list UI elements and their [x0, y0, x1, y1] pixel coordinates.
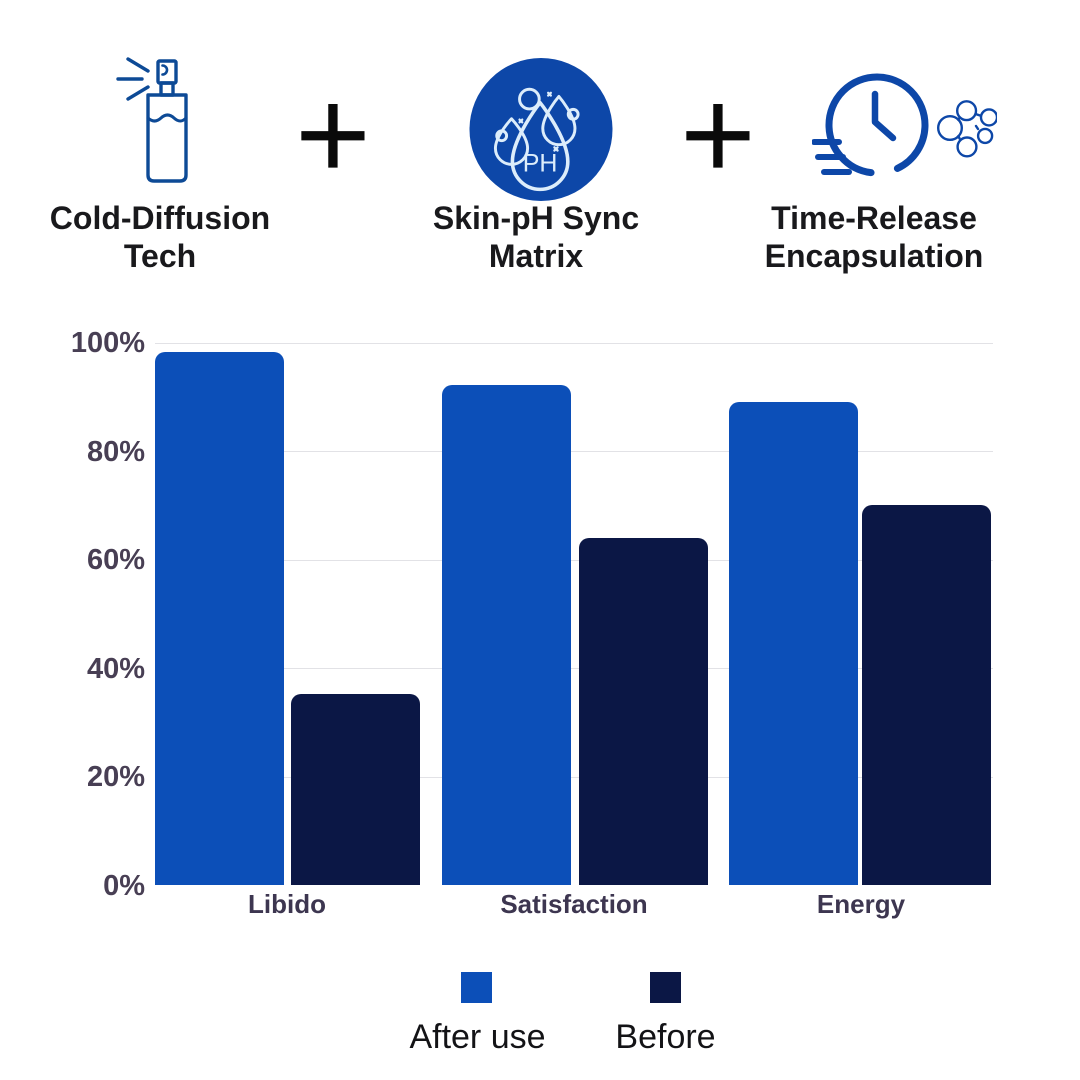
svg-text:PH: PH [523, 150, 558, 178]
